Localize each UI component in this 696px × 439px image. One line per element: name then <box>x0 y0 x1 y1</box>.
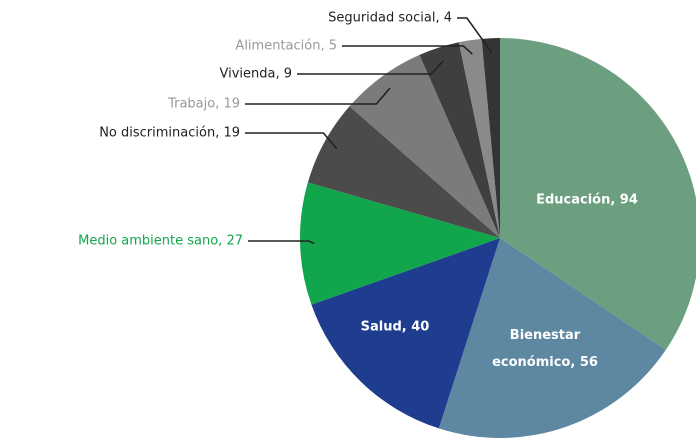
slice-label: Educación, 94 <box>536 193 638 208</box>
pie-slice <box>419 42 500 238</box>
pie-slice <box>311 238 500 429</box>
pie-slice <box>438 238 666 438</box>
leader-line <box>248 240 315 245</box>
leader-line <box>457 17 493 53</box>
leader-line <box>245 87 391 105</box>
slice-label: Trabajo, 19 <box>167 97 240 112</box>
leader-line <box>297 60 444 75</box>
slice-label: Salud, 40 <box>361 320 430 335</box>
slice-label: Vivienda, 9 <box>219 67 292 82</box>
pie-slice <box>349 54 500 239</box>
slice-label: No discriminación, 19 <box>99 126 240 141</box>
pie-slice <box>300 182 500 305</box>
leader-line <box>342 45 473 55</box>
pie-slice <box>307 106 500 239</box>
slice-label: Seguridad social, 4 <box>328 11 452 26</box>
slice-label: Alimentación, 5 <box>235 39 337 54</box>
leader-line <box>245 132 338 150</box>
pie-slice <box>500 38 696 350</box>
pie-slice <box>458 38 500 239</box>
pie-slice <box>481 38 500 238</box>
slice-label: Medio ambiente sano, 27 <box>78 234 243 249</box>
slice-label: Bienestar económico, 56 <box>492 328 598 370</box>
